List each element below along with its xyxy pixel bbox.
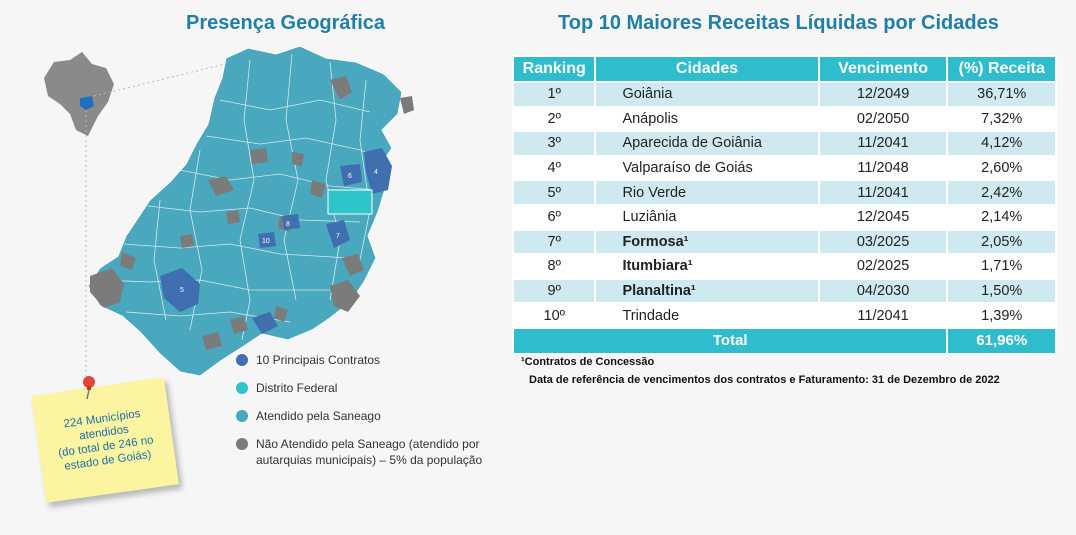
header-cities: Cidades xyxy=(594,55,820,83)
cell-rank: 2º xyxy=(511,105,597,132)
legend-dot-icon xyxy=(236,354,248,366)
map-label-7: 7 xyxy=(336,233,340,240)
cell-city: Anápolis xyxy=(594,105,820,132)
cell-rank: 1º xyxy=(511,81,597,108)
header-revenue: (%) Receita xyxy=(946,55,1057,83)
cell-revenue: 2,42% xyxy=(946,179,1057,206)
cell-city: Formosa¹ xyxy=(594,228,820,256)
table-total-row: Total 61,96% xyxy=(511,326,1057,355)
legend-dot-icon xyxy=(236,410,248,422)
cell-city: Luziânia xyxy=(594,203,820,231)
table-header-row: Ranking Cidades Vencimento (%) Receita xyxy=(511,55,1057,83)
sticky-note-text: 224 Municípios atendidos (do total de 24… xyxy=(57,407,155,473)
map-legend: 10 Principais Contratos Distrito Federal… xyxy=(236,352,506,480)
goias-map: 6 4 5 7 8 10 xyxy=(30,40,460,395)
table-row: 2º Anápolis 02/2050 7,32% xyxy=(511,105,1057,132)
brazil-inset-shape xyxy=(44,52,114,136)
map-label-8: 8 xyxy=(286,221,290,228)
legend-label: Atendido pela Saneago xyxy=(256,409,381,423)
header-ranking: Ranking xyxy=(511,55,597,83)
cell-city: Aparecida de Goiânia xyxy=(594,130,820,157)
cell-revenue: 7,32% xyxy=(946,105,1057,132)
map-title: Presença Geográfica xyxy=(186,12,385,34)
cell-revenue: 2,14% xyxy=(946,203,1057,231)
legend-item-federal-district: Distrito Federal xyxy=(236,380,506,396)
goias-map-svg: 6 4 5 7 8 10 xyxy=(44,45,414,385)
table-row: 8º Itumbiara¹ 02/2025 1,71% xyxy=(511,253,1057,280)
table-row: 5º Rio Verde 11/2041 2,42% xyxy=(511,179,1057,206)
table-row: 10º Trindade 11/2041 1,39% xyxy=(511,302,1057,329)
cell-rank: 9º xyxy=(511,277,597,305)
cell-due: 12/2049 xyxy=(817,81,949,108)
top-contract-areas xyxy=(160,148,392,334)
header-due: Vencimento xyxy=(817,55,949,83)
map-label-4: 4 xyxy=(374,169,378,176)
cell-rank: 4º xyxy=(511,154,597,181)
table-title: Top 10 Maiores Receitas Líquidas por Cid… xyxy=(558,12,999,34)
goias-inset-highlight xyxy=(80,96,94,110)
table-row: 6º Luziânia 12/2045 2,14% xyxy=(511,203,1057,231)
cell-due: 11/2041 xyxy=(817,179,949,206)
cell-revenue: 4,12% xyxy=(946,130,1057,157)
cell-rank: 6º xyxy=(511,203,597,231)
sticky-note-paper: 224 Municípios atendidos (do total de 24… xyxy=(31,377,179,503)
cell-due: 11/2041 xyxy=(817,130,949,157)
cell-rank: 3º xyxy=(511,130,597,157)
cell-due: 04/2030 xyxy=(817,277,949,305)
legend-item-not-served: Não Atendido pela Saneago (atendido por … xyxy=(236,436,506,468)
cell-revenue: 36,71% xyxy=(946,81,1057,108)
legend-dot-icon xyxy=(236,438,248,450)
map-number-labels: 6 4 5 7 8 10 xyxy=(180,169,378,294)
cell-revenue: 1,39% xyxy=(946,302,1057,329)
map-label-10: 10 xyxy=(262,238,270,245)
cell-rank: 7º xyxy=(511,228,597,256)
revenue-ranking-table: Ranking Cidades Vencimento (%) Receita 1… xyxy=(511,55,1057,355)
cell-city: Rio Verde xyxy=(594,179,820,206)
table-row: 3º Aparecida de Goiânia 11/2041 4,12% xyxy=(511,130,1057,157)
table-row: 7º Formosa¹ 03/2025 2,05% xyxy=(511,228,1057,256)
cell-rank: 8º xyxy=(511,253,597,280)
cell-city: Trindade xyxy=(594,302,820,329)
cell-city: Planaltina¹ xyxy=(594,277,820,305)
cell-revenue: 1,71% xyxy=(946,253,1057,280)
cell-city: Valparaíso de Goiás xyxy=(594,154,820,181)
legend-item-served: Atendido pela Saneago xyxy=(236,408,506,424)
cell-rank: 5º xyxy=(511,179,597,206)
cell-due: 11/2041 xyxy=(817,302,949,329)
cell-city: Itumbiara¹ xyxy=(594,253,820,280)
cell-due: 02/2025 xyxy=(817,253,949,280)
legend-label: Distrito Federal xyxy=(256,381,338,395)
table-row: 9º Planaltina¹ 04/2030 1,50% xyxy=(511,277,1057,305)
cell-due: 12/2045 xyxy=(817,203,949,231)
cell-revenue: 2,05% xyxy=(946,228,1057,256)
cell-city: Goiânia xyxy=(594,81,820,108)
table-row: 4º Valparaíso de Goiás 11/2048 2,60% xyxy=(511,154,1057,181)
federal-district-shape xyxy=(327,189,373,215)
cell-rank: 10º xyxy=(511,302,597,329)
legend-label: 10 Principais Contratos xyxy=(256,353,381,367)
cell-due: 03/2025 xyxy=(817,228,949,256)
table-row: 1º Goiânia 12/2049 36,71% xyxy=(511,81,1057,108)
total-value: 61,96% xyxy=(946,326,1057,355)
sticky-note: 224 Municípios atendidos (do total de 24… xyxy=(28,372,188,512)
legend-label: Não Atendido pela Saneago (atendido por … xyxy=(256,437,483,467)
legend-item-top-contracts: 10 Principais Contratos xyxy=(236,352,506,368)
map-label-5: 5 xyxy=(180,287,184,294)
pushpin-icon xyxy=(83,376,95,400)
cell-due: 11/2048 xyxy=(817,154,949,181)
map-label-6: 6 xyxy=(348,173,352,180)
cell-revenue: 2,60% xyxy=(946,154,1057,181)
cell-revenue: 1,50% xyxy=(946,277,1057,305)
footnote-reference-date: Data de referência de vencimentos dos co… xyxy=(529,374,1000,386)
cell-due: 02/2050 xyxy=(817,105,949,132)
total-label: Total xyxy=(511,326,949,355)
footnote-concession: ¹Contratos de Concessão xyxy=(521,356,655,368)
legend-dot-icon xyxy=(236,382,248,394)
